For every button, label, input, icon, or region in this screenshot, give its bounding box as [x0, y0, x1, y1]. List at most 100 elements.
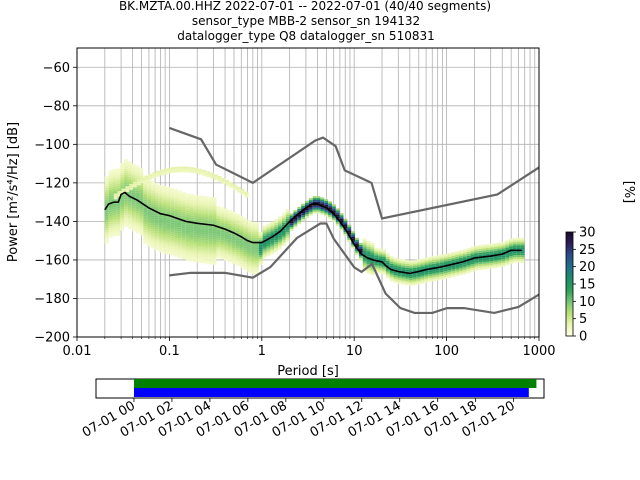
- colorbar-tick-label: 15: [579, 278, 596, 293]
- heatmap-cell: [208, 196, 213, 199]
- heatmap-cell: [127, 165, 132, 168]
- heatmap-cell: [167, 171, 172, 174]
- heatmap-cell: [166, 215, 171, 218]
- heatmap-cell: [139, 216, 144, 218]
- heatmap-cell: [120, 195, 125, 198]
- heatmap-cell: [147, 200, 152, 202]
- heatmap-cell: [247, 229, 252, 232]
- heatmap-cell: [266, 252, 271, 255]
- heatmap-cell: [201, 215, 205, 218]
- heatmap-cell: [139, 225, 144, 228]
- heatmap-cell: [455, 270, 460, 273]
- heatmap-cell: [335, 219, 340, 222]
- heatmap-cell: [124, 215, 128, 218]
- heatmap-cell: [189, 244, 194, 247]
- heatmap-cell: [224, 222, 229, 225]
- heatmap-cell: [181, 192, 186, 195]
- heatmap-cell: [139, 167, 144, 170]
- heatmap-cell: [474, 255, 479, 258]
- heatmap-cell: [459, 250, 463, 253]
- heatmap-cell: [305, 208, 309, 211]
- heatmap-cell: [382, 249, 386, 252]
- heatmap-cell: [254, 249, 259, 252]
- heatmap-cell: [466, 253, 471, 256]
- heatmap-cell: [366, 242, 371, 245]
- heatmap-cell: [208, 202, 213, 205]
- heatmap-cell: [493, 258, 498, 261]
- heatmap-cell: [151, 190, 155, 193]
- heatmap-cell: [358, 244, 363, 247]
- colorbar-tick-label: 10: [579, 295, 596, 310]
- y-tick-label: −160: [34, 253, 70, 268]
- heatmap-cell: [224, 250, 229, 253]
- heatmap-cell: [212, 222, 217, 225]
- heatmap-cell: [366, 240, 371, 243]
- heatmap-cell: [516, 239, 521, 242]
- heatmap-cell: [151, 225, 155, 228]
- x-tick-label: 0.1: [159, 344, 180, 359]
- heatmap-cell: [131, 227, 136, 230]
- heatmap-cell: [254, 264, 259, 267]
- heatmap-cell: [193, 206, 198, 209]
- heatmap-cell: [366, 271, 371, 274]
- heatmap-cell: [231, 219, 236, 222]
- heatmap-cell: [166, 212, 171, 215]
- heatmap-cell: [478, 260, 483, 263]
- heatmap-cell: [378, 271, 383, 274]
- heatmap-cell: [225, 182, 230, 184]
- heatmap-cell: [185, 251, 190, 254]
- heatmap-cell: [428, 275, 433, 278]
- heatmap-cell: [420, 281, 425, 284]
- heatmap-cell: [428, 272, 433, 275]
- heatmap-cell: [152, 176, 157, 179]
- low-noise-model-line: [169, 222, 540, 315]
- heatmap-cell: [509, 254, 513, 257]
- heatmap-cell: [213, 178, 218, 181]
- heatmap-cell: [509, 257, 513, 260]
- heatmap-cell: [135, 215, 140, 218]
- heatmap-cell: [266, 231, 271, 234]
- heatmap-cell: [278, 235, 282, 238]
- heatmap-cell: [216, 240, 221, 243]
- heatmap-cell: [112, 224, 117, 227]
- heatmap-cell: [389, 258, 394, 260]
- heatmap-cell: [104, 235, 109, 238]
- y-tick-label: −140: [34, 215, 70, 230]
- heatmap-cell: [154, 234, 159, 237]
- heatmap-cell: [485, 257, 490, 260]
- heatmap-cell: [139, 194, 144, 197]
- heatmap-cell: [474, 245, 479, 248]
- heatmap-cell: [131, 217, 136, 220]
- heatmap-cell: [151, 184, 155, 187]
- heatmap-cell: [108, 224, 113, 227]
- heatmap-cell: [212, 197, 217, 200]
- heatmap-cell: [228, 231, 232, 234]
- heatmap-cell: [228, 219, 232, 222]
- heatmap-cell: [124, 184, 128, 187]
- heatmap-cell: [281, 228, 286, 231]
- heatmap-cell: [297, 222, 302, 225]
- heatmap-cell: [385, 262, 390, 265]
- heatmap-cell: [374, 265, 379, 267]
- heatmap-cell: [131, 213, 136, 216]
- heatmap-cell: [366, 260, 371, 263]
- heatmap-cell: [208, 239, 213, 242]
- heatmap-cell: [470, 266, 475, 268]
- heatmap-cell: [312, 209, 317, 212]
- heatmap-cell: [482, 254, 486, 257]
- heatmap-cell: [151, 219, 155, 222]
- heatmap-cell: [254, 266, 259, 269]
- heatmap-cell: [212, 202, 217, 205]
- heatmap-cell: [462, 251, 467, 254]
- heatmap-cell: [154, 242, 159, 245]
- heatmap-cell: [139, 212, 144, 215]
- heatmap-cell: [439, 277, 444, 280]
- heatmap-cell: [201, 211, 205, 214]
- heatmap-cell: [116, 220, 121, 223]
- heatmap-cell: [235, 259, 240, 262]
- heatmap-cell: [104, 228, 109, 231]
- heatmap-cell: [366, 269, 371, 272]
- heatmap-cell: [493, 262, 498, 265]
- heatmap-cell: [439, 262, 444, 265]
- heatmap-cell: [412, 281, 417, 284]
